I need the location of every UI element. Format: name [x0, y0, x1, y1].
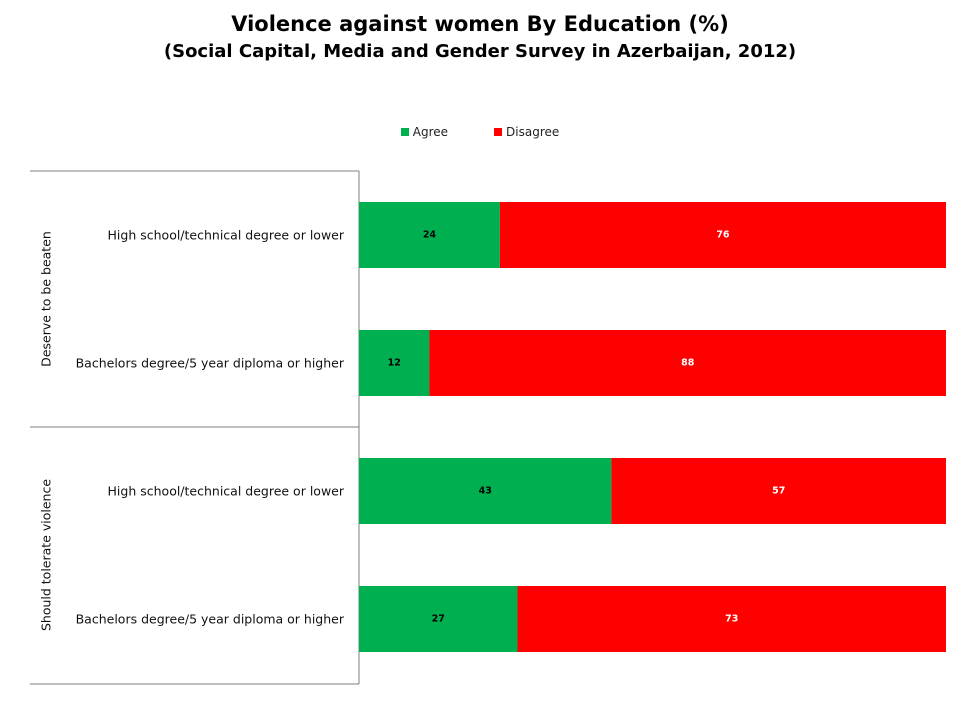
data-label-agree: 27: [432, 614, 445, 625]
legend-label-agree: Agree: [412, 125, 449, 139]
legend-swatch-disagree: [494, 128, 503, 136]
group-label: Should tolerate violence: [39, 479, 54, 631]
legend-item-disagree: Disagree: [494, 125, 559, 139]
data-label-agree: 12: [388, 358, 401, 369]
data-label-agree: 43: [479, 486, 492, 497]
bar-disagree: [499, 202, 946, 268]
data-label-agree: 24: [423, 230, 437, 241]
chart-title: Violence against women By Education (%): [231, 12, 729, 36]
data-label-disagree: 76: [716, 230, 730, 241]
data-label-disagree: 73: [725, 614, 738, 625]
bar-agree: [359, 458, 612, 524]
bar-disagree: [517, 586, 946, 652]
category-label: Bachelors degree/5 year diploma or highe…: [76, 356, 345, 371]
bar-disagree: [611, 458, 946, 524]
bar-disagree: [429, 330, 946, 396]
data-label-disagree: 88: [681, 358, 695, 369]
bar-agree: [359, 330, 430, 396]
bar-agree: [359, 202, 500, 268]
group-label: Deserve to be beaten: [39, 231, 54, 367]
legend-swatch-agree: [400, 128, 409, 136]
chart-subtitle: (Social Capital, Media and Gender Survey…: [163, 41, 797, 62]
legend-item-agree: Agree: [400, 125, 449, 139]
legend-label-disagree: Disagree: [506, 125, 560, 139]
data-label-disagree: 57: [772, 486, 785, 497]
category-label: High school/technical degree or lower: [108, 484, 345, 499]
category-label: Bachelors degree/5 year diploma or highe…: [76, 612, 345, 627]
chart-legend: Agree Disagree: [0, 125, 960, 139]
bar-agree: [359, 586, 518, 652]
chart-title-block: Violence against women By Education (%) …: [0, 10, 960, 66]
category-label: High school/technical degree or lower: [108, 228, 345, 243]
